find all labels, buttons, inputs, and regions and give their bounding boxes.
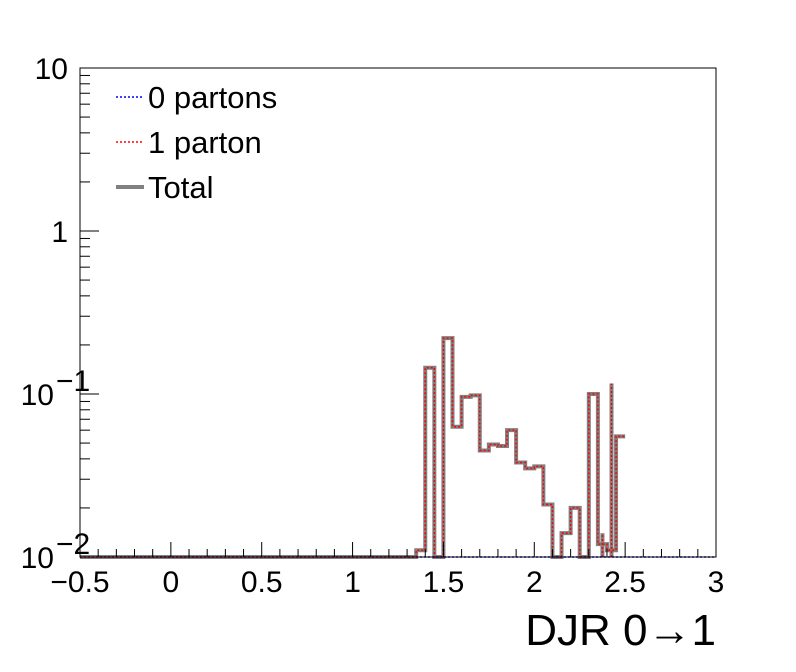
x-tick-label: 1.5	[423, 566, 465, 599]
legend: 0 partons 1 parton Total	[116, 80, 277, 205]
y-tick-label: 10	[21, 379, 54, 412]
y-tick-exponent: −1	[56, 365, 90, 398]
x-tick-label: 0.5	[241, 566, 283, 599]
x-tick-label: 3	[708, 566, 725, 599]
x-tick-label: 0	[163, 566, 180, 599]
x-tick-label: 1	[344, 566, 361, 599]
legend-label: 0 partons	[148, 80, 277, 115]
x-tick-label: 2	[526, 566, 543, 599]
y-tick-label: 1	[51, 216, 68, 249]
x-axis-title: DJR 0→1	[525, 606, 716, 655]
x-axis: −0.5 0 0.5 1 1.5 2 2.5 3	[50, 542, 724, 599]
plot-frame	[79, 67, 717, 558]
legend-label: Total	[148, 170, 213, 205]
y-tick-label: 10	[21, 542, 54, 575]
legend-label: 1 parton	[148, 125, 262, 160]
y-tick-exponent: −2	[56, 528, 90, 561]
x-tick-label: −0.5	[50, 566, 109, 599]
y-tick-label: 10	[35, 53, 68, 86]
x-tick-label: 2.5	[604, 566, 646, 599]
